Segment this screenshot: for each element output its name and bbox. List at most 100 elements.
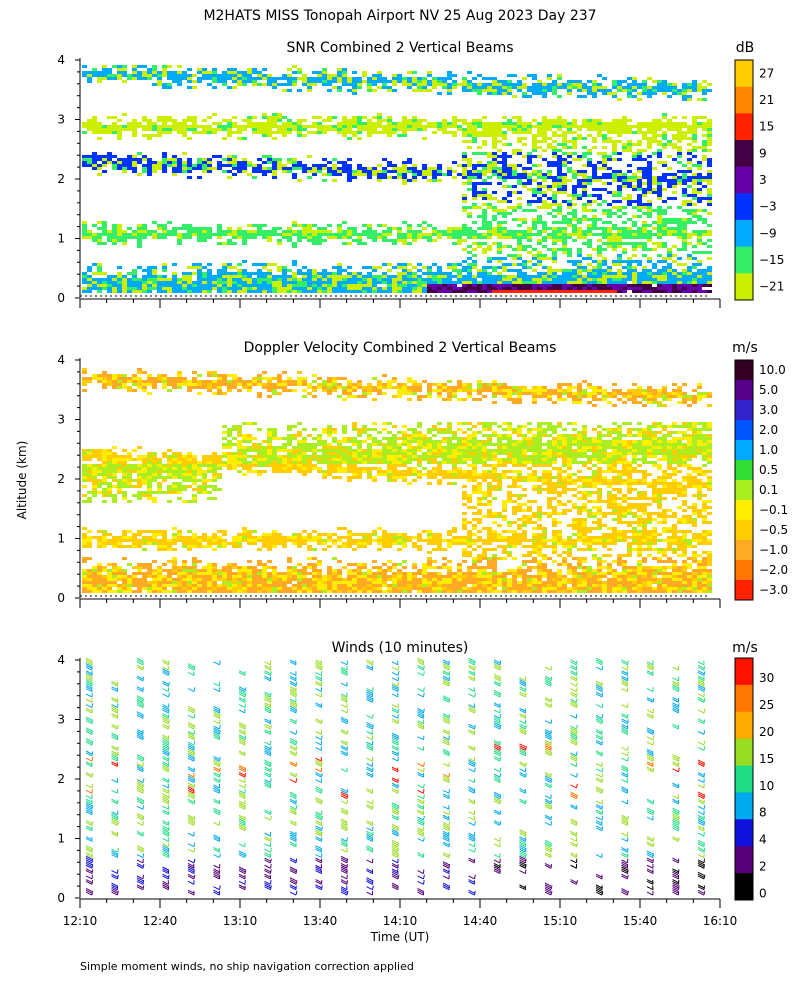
heatmap-cell [97, 125, 102, 128]
heatmap-cell [482, 287, 487, 290]
heatmap-cell [192, 263, 197, 266]
heatmap-cell [462, 248, 467, 251]
heatmap-cell [472, 287, 477, 290]
heatmap-cell [587, 158, 592, 161]
heatmap-cell [357, 233, 362, 236]
heatmap-cell [187, 530, 192, 533]
heatmap-cell [197, 386, 202, 389]
heatmap-cell [297, 224, 302, 227]
heatmap-cell [147, 494, 152, 497]
heatmap-cell [342, 161, 347, 164]
heatmap-cell [527, 188, 532, 191]
heatmap-cell [117, 491, 122, 494]
heatmap-cell [142, 230, 147, 233]
heatmap-cell [107, 125, 112, 128]
heatmap-cell [367, 119, 372, 122]
heatmap-cell [597, 266, 602, 269]
heatmap-cell [547, 89, 552, 92]
heatmap-cell [212, 578, 217, 581]
heatmap-cell [112, 164, 117, 167]
heatmap-cell [187, 275, 192, 278]
heatmap-cell [437, 278, 442, 281]
heatmap-cell [82, 485, 87, 488]
heatmap-cell [482, 179, 487, 182]
heatmap-cell [122, 239, 127, 242]
heatmap-cell [427, 173, 432, 176]
heatmap-cell [567, 236, 572, 239]
heatmap-cell [222, 125, 227, 128]
heatmap-cell [632, 86, 637, 89]
heatmap-cell [182, 578, 187, 581]
heatmap-cell [602, 182, 607, 185]
heatmap-cell [707, 230, 712, 233]
heatmap-cell [157, 485, 162, 488]
heatmap-cell [617, 89, 622, 92]
heatmap-cell [432, 170, 437, 173]
heatmap-cell [617, 209, 622, 212]
heatmap-cell [597, 290, 602, 293]
heatmap-cell [622, 89, 627, 92]
heatmap-cell [302, 119, 307, 122]
heatmap-cell [397, 236, 402, 239]
heatmap-cell [157, 125, 162, 128]
heatmap-cell [227, 452, 232, 455]
heatmap-cell [477, 164, 482, 167]
heatmap-cell [497, 170, 502, 173]
heatmap-cell [197, 80, 202, 83]
heatmap-cell [282, 278, 287, 281]
heatmap-cell [172, 590, 177, 593]
heatmap-cell [82, 590, 87, 593]
heatmap-cell [592, 194, 597, 197]
heatmap-cell [207, 71, 212, 74]
heatmap-cell [327, 287, 332, 290]
heatmap-cell [227, 131, 232, 134]
heatmap-cell [177, 377, 182, 380]
heatmap-cell [182, 479, 187, 482]
heatmap-cell [157, 476, 162, 479]
heatmap-cell [137, 74, 142, 77]
heatmap-cell [122, 569, 127, 572]
heatmap-cell [237, 284, 242, 287]
heatmap-cell [542, 176, 547, 179]
heatmap-cell [87, 161, 92, 164]
heatmap-cell [157, 236, 162, 239]
heatmap-cell [537, 254, 542, 257]
heatmap-cell [332, 170, 337, 173]
heatmap-cell [132, 125, 137, 128]
heatmap-cell [272, 86, 277, 89]
heatmap-cell [232, 581, 237, 584]
heatmap-cell [82, 449, 87, 452]
heatmap-cell [487, 281, 492, 284]
heatmap-cell [187, 536, 192, 539]
heatmap-cell [207, 485, 212, 488]
heatmap-cell [202, 473, 207, 476]
heatmap-cell [552, 161, 557, 164]
heatmap-cell [202, 476, 207, 479]
heatmap-cell [352, 170, 357, 173]
heatmap-cell [552, 152, 557, 155]
heatmap-cell [487, 224, 492, 227]
heatmap-cell [97, 482, 102, 485]
heatmap-cell [582, 284, 587, 287]
heatmap-cell [117, 278, 122, 281]
heatmap-cell [457, 290, 462, 293]
heatmap-cell [187, 578, 192, 581]
heatmap-cell [212, 452, 217, 455]
heatmap-cell [92, 578, 97, 581]
heatmap-cell [707, 224, 712, 227]
heatmap-cell [652, 86, 657, 89]
heatmap-cell [252, 164, 257, 167]
heatmap-cell [587, 230, 592, 233]
heatmap-cell [507, 200, 512, 203]
heatmap-cell [87, 473, 92, 476]
heatmap-cell [697, 215, 702, 218]
heatmap-cell [157, 587, 162, 590]
heatmap-cell [602, 257, 607, 260]
heatmap-cell [212, 74, 217, 77]
heatmap-cell [667, 275, 672, 278]
heatmap-cell [657, 236, 662, 239]
heatmap-cell [702, 290, 707, 293]
heatmap-cell [167, 161, 172, 164]
heatmap-cell [167, 383, 172, 386]
heatmap-cell [587, 272, 592, 275]
